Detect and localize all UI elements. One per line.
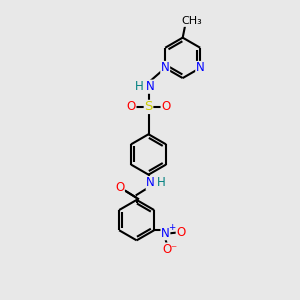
Text: H: H <box>135 80 144 93</box>
Text: +: + <box>168 223 176 232</box>
Text: O: O <box>162 243 172 256</box>
Text: N: N <box>161 61 170 74</box>
Text: O: O <box>115 181 124 194</box>
Text: CH₃: CH₃ <box>182 16 202 26</box>
Text: O: O <box>127 100 136 113</box>
Text: N: N <box>196 61 205 74</box>
Text: N: N <box>161 227 170 240</box>
Text: O: O <box>176 226 185 239</box>
Text: H: H <box>157 176 165 190</box>
Text: N: N <box>146 80 154 93</box>
Text: N: N <box>146 176 155 190</box>
Text: ⁻: ⁻ <box>171 243 177 256</box>
Text: O: O <box>161 100 170 113</box>
Text: S: S <box>144 100 153 113</box>
